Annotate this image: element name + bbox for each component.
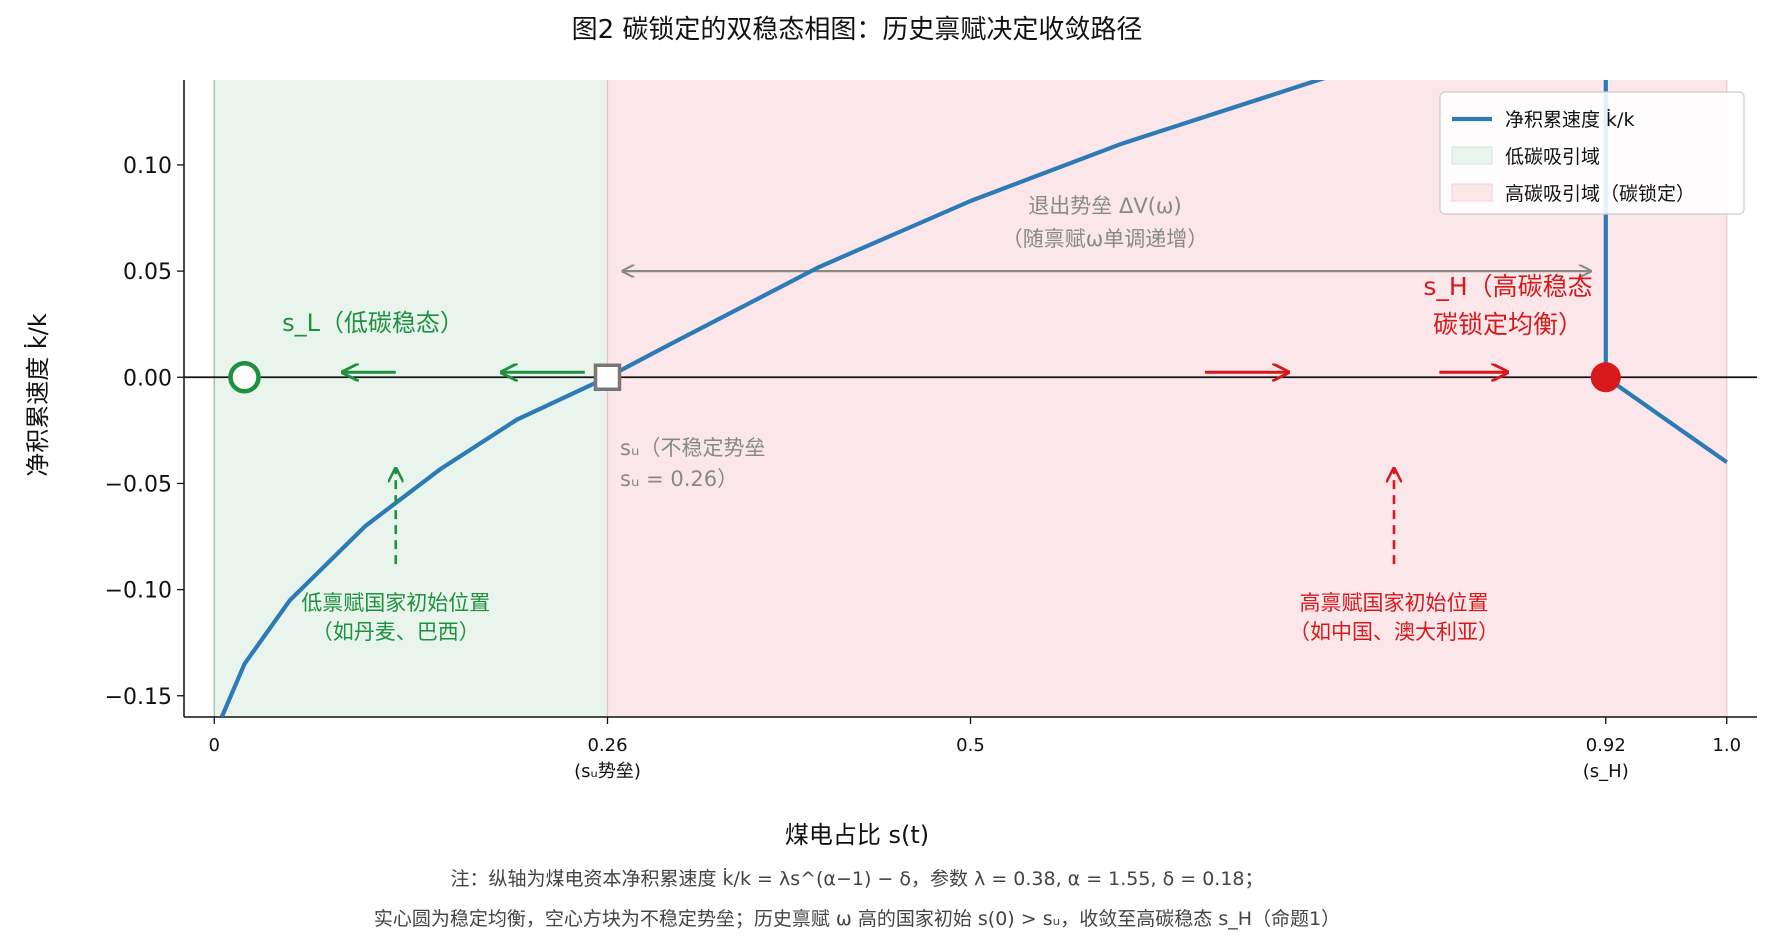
low-endowment-label-line1: 低禀赋国家初始位置 bbox=[301, 591, 490, 615]
low-endowment-label-line2: （如丹麦、巴西） bbox=[312, 620, 480, 644]
footnote-line-1: 注：纵轴为煤电资本净积累速度 k̇/k = λs^(α−1) − δ，参数 λ … bbox=[451, 868, 1264, 890]
high-endowment-label-line1: 高禀赋国家初始位置 bbox=[1300, 591, 1489, 615]
s-u-label-line2: sᵤ = 0.26） bbox=[620, 467, 738, 491]
series-layer bbox=[219, 80, 1729, 717]
legend-label-high: 高碳吸引域（碳锁定） bbox=[1505, 183, 1695, 205]
s-h-label-line2: 碳锁定均衡） bbox=[1433, 310, 1583, 339]
barrier-annotation: 退出势垒 ΔV(ω) （随禀赋ω单调递增） bbox=[623, 194, 1591, 271]
y-tick-label: −0.10 bbox=[105, 579, 172, 604]
s-h-label-line1: s_H（高碳稳态 bbox=[1423, 272, 1592, 301]
x-tick-sublabel: (sᵤ势垒) bbox=[574, 761, 641, 782]
y-tick-label: 0.00 bbox=[123, 366, 172, 391]
unstable-barrier-point bbox=[593, 363, 622, 392]
y-tick-label: 0.10 bbox=[123, 154, 172, 179]
high-endowment-label-line2: （如中国、澳大利亚） bbox=[1289, 620, 1499, 644]
y-tick-label: −0.15 bbox=[105, 685, 172, 710]
legend-swatch-high bbox=[1451, 183, 1493, 202]
footnote-line-2: 实心圆为稳定均衡，空心方块为不稳定势垒；历史禀赋 ω 高的国家初始 s(0) >… bbox=[374, 908, 1340, 930]
barrier-label-line2: （随禀赋ω单调递增） bbox=[1002, 227, 1209, 251]
x-tick-label: 1.0 bbox=[1712, 735, 1741, 756]
y-tick-label: 0.05 bbox=[123, 260, 172, 285]
annotations: s_L（低碳稳态） sᵤ（不稳定势垒 sᵤ = 0.26） s_H（高碳稳态碳锁定均衡… bbox=[282, 272, 1593, 644]
barrier-label-line1: 退出势垒 ΔV(ω) bbox=[1028, 194, 1181, 218]
stable-equilibrium-high bbox=[1590, 362, 1621, 393]
y-tick-label: −0.05 bbox=[105, 472, 172, 497]
x-tick-sublabel: (s_H) bbox=[1583, 761, 1629, 782]
legend-label-low: 低碳吸引域 bbox=[1505, 146, 1600, 168]
x-tick-label: 0 bbox=[209, 735, 220, 756]
s-u-label-line1: sᵤ（不稳定势垒 bbox=[620, 436, 765, 460]
chart-title: 图2 碳锁定的双稳态相图：历史禀赋决定收敛路径 bbox=[572, 15, 1143, 45]
axes: 0.10 0.05 0.00 −0.05 −0.10 −0.15 0 0.26 (sᵤ势垒) 0.… bbox=[105, 80, 1757, 782]
stable-equilibrium-low bbox=[228, 361, 261, 394]
x-tick-label: 0.92 bbox=[1586, 735, 1626, 756]
series-line-net-accumulation bbox=[219, 80, 1729, 717]
flow-arrows-and-points bbox=[228, 361, 1621, 394]
legend-box bbox=[1439, 91, 1745, 215]
legend-label-series: 净积累速度 k̇/k bbox=[1505, 109, 1634, 131]
x-tick-label: 0.26 bbox=[587, 735, 627, 756]
s-l-label: s_L（低碳稳态） bbox=[282, 309, 464, 337]
x-axis-label: 煤电占比 s(t) bbox=[785, 821, 929, 849]
y-axis-label: 净积累速度 k̇/k bbox=[24, 313, 52, 477]
legend-swatch-low bbox=[1451, 146, 1493, 165]
x-tick-label: 0.5 bbox=[956, 735, 985, 756]
